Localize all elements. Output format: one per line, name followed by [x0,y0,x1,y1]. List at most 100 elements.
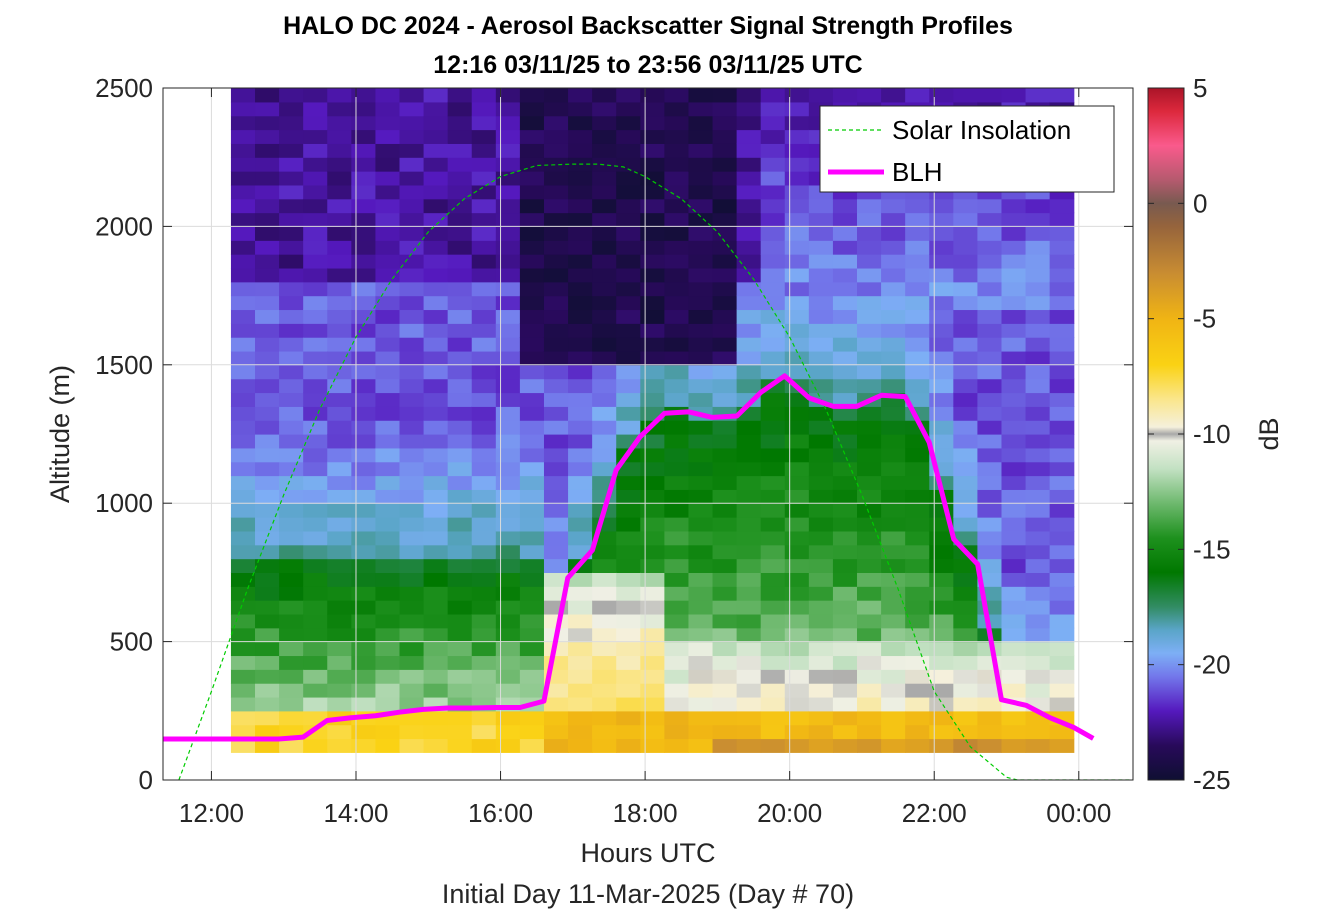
heatmap-cell [471,115,497,131]
heatmap-cell [760,267,786,283]
heatmap-cell [736,489,762,504]
heatmap-cell [857,558,882,573]
heatmap-cell [568,115,593,131]
heatmap-cell [929,738,954,753]
heatmap-cell [423,101,449,117]
heatmap-cell [1001,600,1027,615]
heatmap-cell [351,157,377,172]
heatmap-cell [327,627,352,643]
heatmap-cell [640,738,665,753]
heatmap-cell [977,378,1003,394]
heatmap-cell [399,171,425,186]
heatmap-cell [640,627,665,643]
heatmap-cell [857,738,882,753]
heatmap-cell [808,517,834,532]
heatmap-cell [616,212,641,227]
heatmap-cell [279,683,304,698]
heatmap-cell [1025,420,1051,435]
heatmap-cell [664,738,690,753]
heatmap-cell [495,503,521,518]
heatmap-cell [279,544,304,560]
heatmap-cell [1049,517,1075,532]
heatmap-cell [399,254,425,269]
heatmap-cell [832,530,858,546]
heatmap-cell [712,184,738,200]
heatmap-cell [688,88,714,103]
heatmap-cell [640,503,665,518]
heatmap-cell [1025,364,1051,380]
heatmap-cell [471,724,497,740]
heatmap-cell [592,254,617,269]
heatmap-cell [905,544,930,560]
heatmap-cell [375,586,401,601]
heatmap-cell [808,627,834,643]
heatmap-cell [519,572,545,587]
heatmap-cell [1001,295,1027,311]
heatmap-cell [495,710,521,726]
heatmap-cell [471,517,497,532]
heatmap-cell [543,503,569,518]
heatmap-cell [543,171,569,186]
heatmap-cell [303,88,328,103]
heatmap-cell [784,392,810,407]
heatmap-cell [471,503,497,518]
heatmap-cell [784,503,810,518]
heatmap-cell [568,434,593,449]
heatmap-cell [495,281,521,297]
heatmap-cell [784,420,810,435]
heatmap-cell [857,350,882,366]
heatmap-cell [423,115,449,131]
heatmap-cell [832,378,858,394]
heatmap-cell [303,406,328,421]
heatmap-cell [519,475,545,490]
heatmap-cell [784,212,810,227]
heatmap-cell [519,226,545,241]
heatmap-cell [568,212,593,227]
heatmap-cell [1001,724,1027,740]
heatmap-cell [568,655,593,670]
heatmap-cell [616,641,641,657]
heatmap-cell [303,669,328,684]
heatmap-cell [953,392,979,407]
heatmap-cell [543,323,569,338]
heatmap-cell [688,572,714,587]
heatmap-cell [568,309,593,324]
heatmap-cell [230,627,256,643]
heatmap-cell [351,558,377,573]
heatmap-cell [832,406,858,421]
heatmap-cell [857,364,882,380]
heatmap-cell [351,738,377,753]
heatmap-cell [447,447,473,463]
heatmap-cell [929,309,954,324]
heatmap-cell [351,350,377,366]
heatmap-cell [230,517,256,532]
heatmap-cell [1001,461,1027,477]
heatmap-cell [784,267,810,283]
heatmap-cell [495,572,521,587]
heatmap-cell [447,669,473,684]
heatmap-cell [351,240,377,255]
heatmap-cell [447,558,473,573]
heatmap-cell [279,503,304,518]
heatmap-cell [832,683,858,698]
heatmap-cell [495,489,521,504]
heatmap-cell [832,641,858,657]
heatmap-cell [977,350,1003,366]
x-tick-label: 00:00 [1046,798,1111,828]
heatmap-cell [447,226,473,241]
heatmap-cell [255,586,280,601]
heatmap-cell [881,655,906,670]
heatmap-cell [760,184,786,200]
heatmap-cell [279,738,304,753]
heatmap-cell [495,434,521,449]
heatmap-cell [423,475,449,490]
heatmap-cell [230,738,256,753]
heatmap-cell [495,240,521,255]
heatmap-cell [447,281,473,297]
heatmap-cell [688,198,714,214]
heatmap-cell [519,240,545,255]
heatmap-cell [495,544,521,560]
heatmap-cell [929,558,954,573]
heatmap-cell [568,171,593,186]
